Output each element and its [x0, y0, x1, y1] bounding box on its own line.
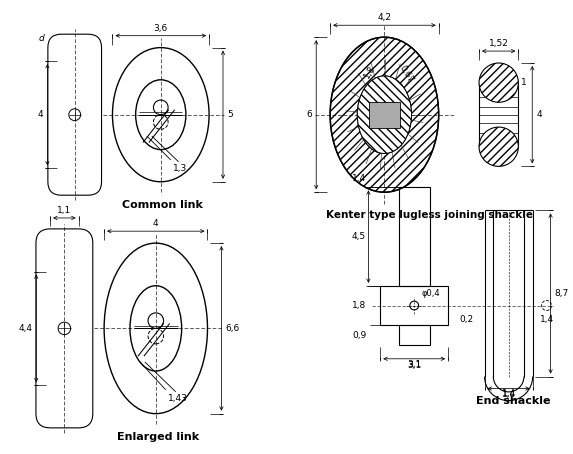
Text: d: d: [38, 34, 44, 43]
Text: 0,9: 0,9: [352, 331, 366, 340]
Ellipse shape: [330, 37, 439, 192]
Text: 1: 1: [521, 78, 527, 87]
Text: 1,1: 1,1: [57, 206, 72, 215]
Text: 3,6: 3,6: [154, 24, 168, 33]
Text: Enlarged link: Enlarged link: [117, 432, 199, 442]
Text: Kenter type lugless joining shackle: Kenter type lugless joining shackle: [325, 210, 533, 220]
Bar: [380, 286, 448, 325]
Text: 0,67: 0,67: [398, 64, 415, 84]
Text: 6: 6: [307, 110, 312, 119]
Text: 6,6: 6,6: [225, 324, 240, 333]
Ellipse shape: [357, 76, 411, 153]
Text: 3,1: 3,1: [407, 361, 421, 370]
Text: 1,4: 1,4: [352, 174, 366, 183]
Bar: [368, 102, 400, 128]
Text: 1,8: 1,8: [352, 301, 366, 310]
Text: 3,1: 3,1: [407, 360, 421, 369]
Text: 4: 4: [153, 219, 159, 228]
Text: 0,2: 0,2: [460, 315, 473, 324]
Text: 8,7: 8,7: [555, 289, 569, 298]
Text: φ0,4: φ0,4: [422, 289, 440, 298]
Bar: [479, 83, 519, 147]
Text: 1,3: 1,3: [172, 164, 187, 173]
Text: 1,43: 1,43: [168, 394, 187, 403]
Text: End shackle: End shackle: [476, 396, 551, 406]
Text: 4: 4: [38, 110, 44, 119]
Text: Common link: Common link: [122, 200, 203, 210]
Bar: [399, 325, 430, 345]
Text: 4,5: 4,5: [351, 232, 366, 241]
Text: 1,8: 1,8: [362, 64, 376, 80]
Text: 1,4: 1,4: [501, 390, 516, 399]
Text: 1,4: 1,4: [540, 315, 554, 324]
Bar: [399, 188, 430, 286]
Text: 4,4: 4,4: [18, 324, 32, 333]
Text: 5: 5: [227, 110, 233, 119]
Circle shape: [479, 63, 519, 102]
Text: 4,2: 4,2: [378, 13, 391, 22]
Ellipse shape: [357, 76, 411, 153]
Circle shape: [479, 127, 519, 166]
Text: 4: 4: [536, 110, 542, 119]
Text: 1,4: 1,4: [501, 390, 516, 400]
Text: 1,52: 1,52: [489, 39, 509, 48]
